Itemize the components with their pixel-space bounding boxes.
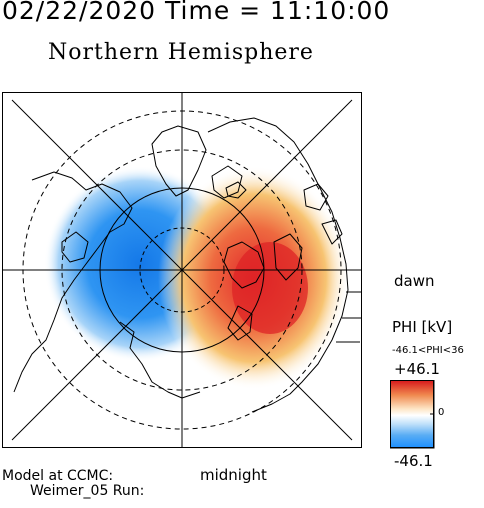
colorbar-zero-label: 0 (438, 407, 445, 418)
polar-map (2, 92, 362, 448)
colorbar-label: PHI [kV] (392, 318, 453, 336)
colorbar-range: -46.1<PHI<36 (392, 345, 464, 356)
coastline-siberian-islands (223, 241, 265, 289)
colorbar (390, 380, 435, 449)
map-frame-border (2, 92, 362, 448)
coastline-iceland (225, 181, 247, 199)
colorbar-min-label: -46.1 (394, 452, 433, 470)
run-label: Weimer_05 Run: (30, 483, 145, 499)
coastline-hudson-bay (61, 231, 89, 263)
coastline-eurasia (207, 117, 349, 413)
dawn-label: dawn (394, 272, 435, 290)
coastline-novaya-zemlya (273, 233, 303, 281)
coastline-greenland (151, 125, 207, 197)
hemisphere-title: Northern Hemisphere (48, 40, 314, 65)
plot-title: 02/22/2020 Time = 11:10:00 (2, 0, 391, 25)
model-label: Model at CCMC: (2, 468, 114, 484)
meridian-line (11, 99, 353, 441)
coastline-scandinavia (211, 165, 243, 199)
midnight-label: midnight (200, 466, 267, 484)
coastline-alaska (119, 321, 201, 399)
colorbar-max-label: +46.1 (394, 360, 440, 378)
coastline-north-america (13, 171, 133, 393)
